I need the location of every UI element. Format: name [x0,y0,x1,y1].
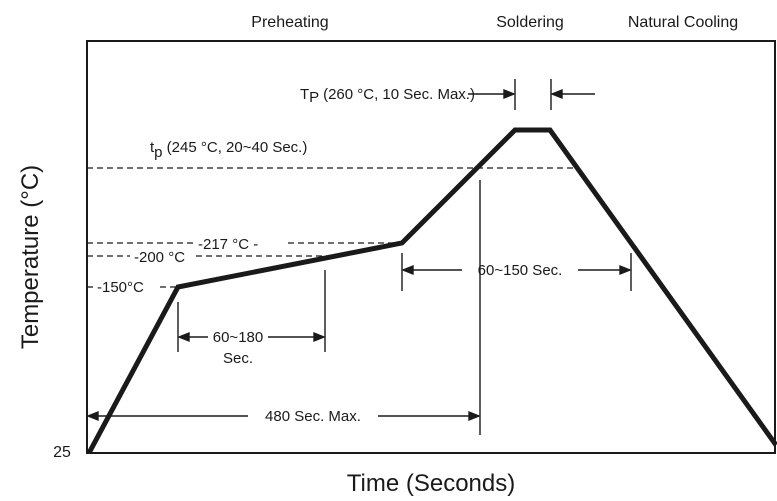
phase-natural-cooling: Natural Cooling [628,14,738,31]
plot-frame [86,40,776,454]
arrowhead-480-left [86,410,99,422]
arrowhead-tp-right [550,88,563,100]
arrowhead-60-180-left [177,331,190,343]
label-480: 480 Sec. Max. [265,408,361,425]
label-60-180-line2: Sec. [223,350,253,367]
arrowhead-60-150-left [401,264,414,276]
x-axis-title: Time (Seconds) [347,470,516,497]
reflow-profile-curve [86,127,777,455]
arrowhead-60-180-right [313,331,326,343]
y-origin-label: 25 [53,444,71,461]
label-200c: -200 °C [134,249,185,266]
label-150c: -150°C [97,279,144,296]
phase-soldering: Soldering [496,14,564,31]
label-60-180-line1: 60~180 [213,329,263,346]
label-217c: -217 °C - [198,236,258,253]
arrowhead-tp-left [503,88,516,100]
phase-preheating: Preheating [251,14,328,31]
label-tp-peak: TP (260 °C, 10 Sec. Max.) [300,86,475,106]
label-60-150: 60~150 Sec. [478,262,563,279]
label-tp-time: tp (245 °C, 20~40 Sec.) [150,139,307,161]
arrowhead-60-150-right [619,264,632,276]
arrowhead-480-right [468,410,481,422]
y-axis-title: Temperature (°C) [17,165,44,349]
